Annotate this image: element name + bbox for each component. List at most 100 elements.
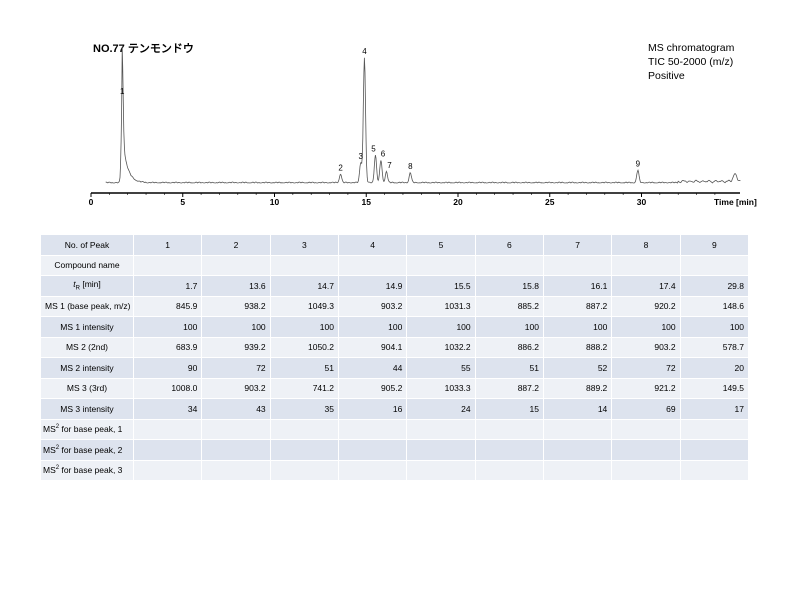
table-cell bbox=[269, 439, 339, 461]
table-cell: 72 bbox=[611, 357, 681, 379]
table-cell bbox=[679, 459, 750, 481]
table-cell bbox=[679, 254, 750, 276]
table-cell: 887.2 bbox=[542, 295, 613, 317]
table-cell: 920.2 bbox=[611, 295, 681, 317]
row-label: MS2 for base peak, 1 bbox=[40, 418, 134, 440]
chromatogram-trace bbox=[105, 47, 741, 184]
column-header: 6 bbox=[474, 234, 544, 256]
row-label: MS 1 (base peak, m/z) bbox=[40, 295, 134, 317]
table-cell: 100 bbox=[337, 316, 408, 338]
peak-label: 4 bbox=[362, 47, 367, 56]
table-cell: 100 bbox=[542, 316, 613, 338]
table-cell: 100 bbox=[611, 316, 681, 338]
table-cell: 1.7 bbox=[132, 275, 203, 297]
table-row: MS2 for base peak, 1 bbox=[40, 418, 750, 440]
peak-label: 9 bbox=[636, 160, 641, 169]
table-cell bbox=[201, 418, 271, 440]
table-cell: 903.2 bbox=[611, 336, 681, 358]
table-cell: 17 bbox=[679, 398, 750, 420]
table-cell: 69 bbox=[611, 398, 681, 420]
x-tick-label: 15 bbox=[362, 197, 372, 207]
table-cell: 889.2 bbox=[542, 377, 613, 399]
table-cell: 741.2 bbox=[269, 377, 339, 399]
table-cell: 29.8 bbox=[679, 275, 750, 297]
table-cell: 55 bbox=[406, 357, 476, 379]
table-cell bbox=[542, 254, 613, 276]
table-row: MS2 for base peak, 3 bbox=[40, 459, 750, 481]
table-cell bbox=[337, 254, 408, 276]
table-cell: 34 bbox=[132, 398, 203, 420]
table-cell: 886.2 bbox=[474, 336, 544, 358]
table-cell: 100 bbox=[132, 316, 203, 338]
peak-label: 1 bbox=[120, 87, 125, 96]
row-label: Compound name bbox=[40, 254, 134, 276]
table-row: Compound name bbox=[40, 254, 750, 276]
column-header: 3 bbox=[269, 234, 339, 256]
table-cell: 16.1 bbox=[542, 275, 613, 297]
table-cell: 14 bbox=[542, 398, 613, 420]
table-cell bbox=[679, 439, 750, 461]
table-cell: 1050.2 bbox=[269, 336, 339, 358]
table-cell: 1049.3 bbox=[269, 295, 339, 317]
table-cell: 683.9 bbox=[132, 336, 203, 358]
row-label: MS 1 intensity bbox=[40, 316, 134, 338]
table-cell: 149.5 bbox=[679, 377, 750, 399]
table-cell: 1031.3 bbox=[406, 295, 476, 317]
table-cell bbox=[406, 254, 476, 276]
x-tick-label: 20 bbox=[453, 197, 463, 207]
table-cell bbox=[406, 459, 476, 481]
table-cell: 903.2 bbox=[201, 377, 271, 399]
ms-info-line: TIC 50-2000 (m/z) bbox=[648, 56, 734, 68]
table-cell bbox=[337, 418, 408, 440]
table-cell: 100 bbox=[679, 316, 750, 338]
page-title: NO.77 テンモンドウ bbox=[93, 43, 194, 55]
table-cell: 904.1 bbox=[337, 336, 408, 358]
table-cell: 72 bbox=[201, 357, 271, 379]
row-label: MS 3 intensity bbox=[40, 398, 134, 420]
table-cell: 1033.3 bbox=[406, 377, 476, 399]
x-tick-label: 5 bbox=[180, 197, 185, 207]
table-cell bbox=[132, 254, 203, 276]
ms-info: MS chromatogram TIC 50-2000 (m/z) Positi… bbox=[648, 41, 734, 83]
x-axis-label: Time [min] bbox=[714, 197, 757, 207]
table-cell: 939.2 bbox=[201, 336, 271, 358]
table-row: tR [min] 1.7 13.6 14.7 14.9 15.5 15.8 16.1 17.4 2… bbox=[40, 275, 750, 297]
table-cell: 1032.2 bbox=[406, 336, 476, 358]
table-cell bbox=[542, 439, 613, 461]
table-cell: 1008.0 bbox=[132, 377, 203, 399]
table-row: MS 2 (2nd) 683.9 939.2 1050.2 904.1 1032.2 886… bbox=[40, 336, 750, 358]
table-cell: 16 bbox=[337, 398, 408, 420]
table-row: MS 3 intensity 34 43 35 16 24 15 14 69 17 bbox=[40, 398, 750, 420]
table-cell bbox=[132, 459, 203, 481]
table-cell: 938.2 bbox=[201, 295, 271, 317]
row-label: MS2 for base peak, 2 bbox=[40, 439, 134, 461]
column-header: 8 bbox=[611, 234, 681, 256]
table-cell: 24 bbox=[406, 398, 476, 420]
table-row: MS 2 intensity 90 72 51 44 55 51 52 72 20 bbox=[40, 357, 750, 379]
table-cell: 14.7 bbox=[269, 275, 339, 297]
peak-label: 7 bbox=[387, 161, 392, 170]
table-cell: 100 bbox=[406, 316, 476, 338]
table-row: MS 1 intensity 100 100 100 100 100 100 100 100 10… bbox=[40, 316, 750, 338]
table-cell: 15.5 bbox=[406, 275, 476, 297]
table-cell bbox=[201, 439, 271, 461]
table-cell bbox=[406, 439, 476, 461]
row-label: MS 2 intensity bbox=[40, 357, 134, 379]
row-label: tR [min] bbox=[40, 275, 134, 297]
table-cell bbox=[337, 439, 408, 461]
table-cell: 888.2 bbox=[542, 336, 613, 358]
table-cell: 905.2 bbox=[337, 377, 408, 399]
table-cell bbox=[542, 459, 613, 481]
row-label: MS 2 (2nd) bbox=[40, 336, 134, 358]
column-header: 5 bbox=[406, 234, 476, 256]
peak-labels: 1 2 3 4 567 8 9 bbox=[120, 47, 641, 172]
table-cell: 51 bbox=[269, 357, 339, 379]
table-cell bbox=[474, 254, 544, 276]
table-cell bbox=[269, 459, 339, 481]
table-cell: 51 bbox=[474, 357, 544, 379]
table-row: MS2 for base peak, 2 bbox=[40, 439, 750, 461]
table-cell: 845.9 bbox=[132, 295, 203, 317]
peak-label: 2 bbox=[338, 163, 343, 172]
table-cell: 887.2 bbox=[474, 377, 544, 399]
